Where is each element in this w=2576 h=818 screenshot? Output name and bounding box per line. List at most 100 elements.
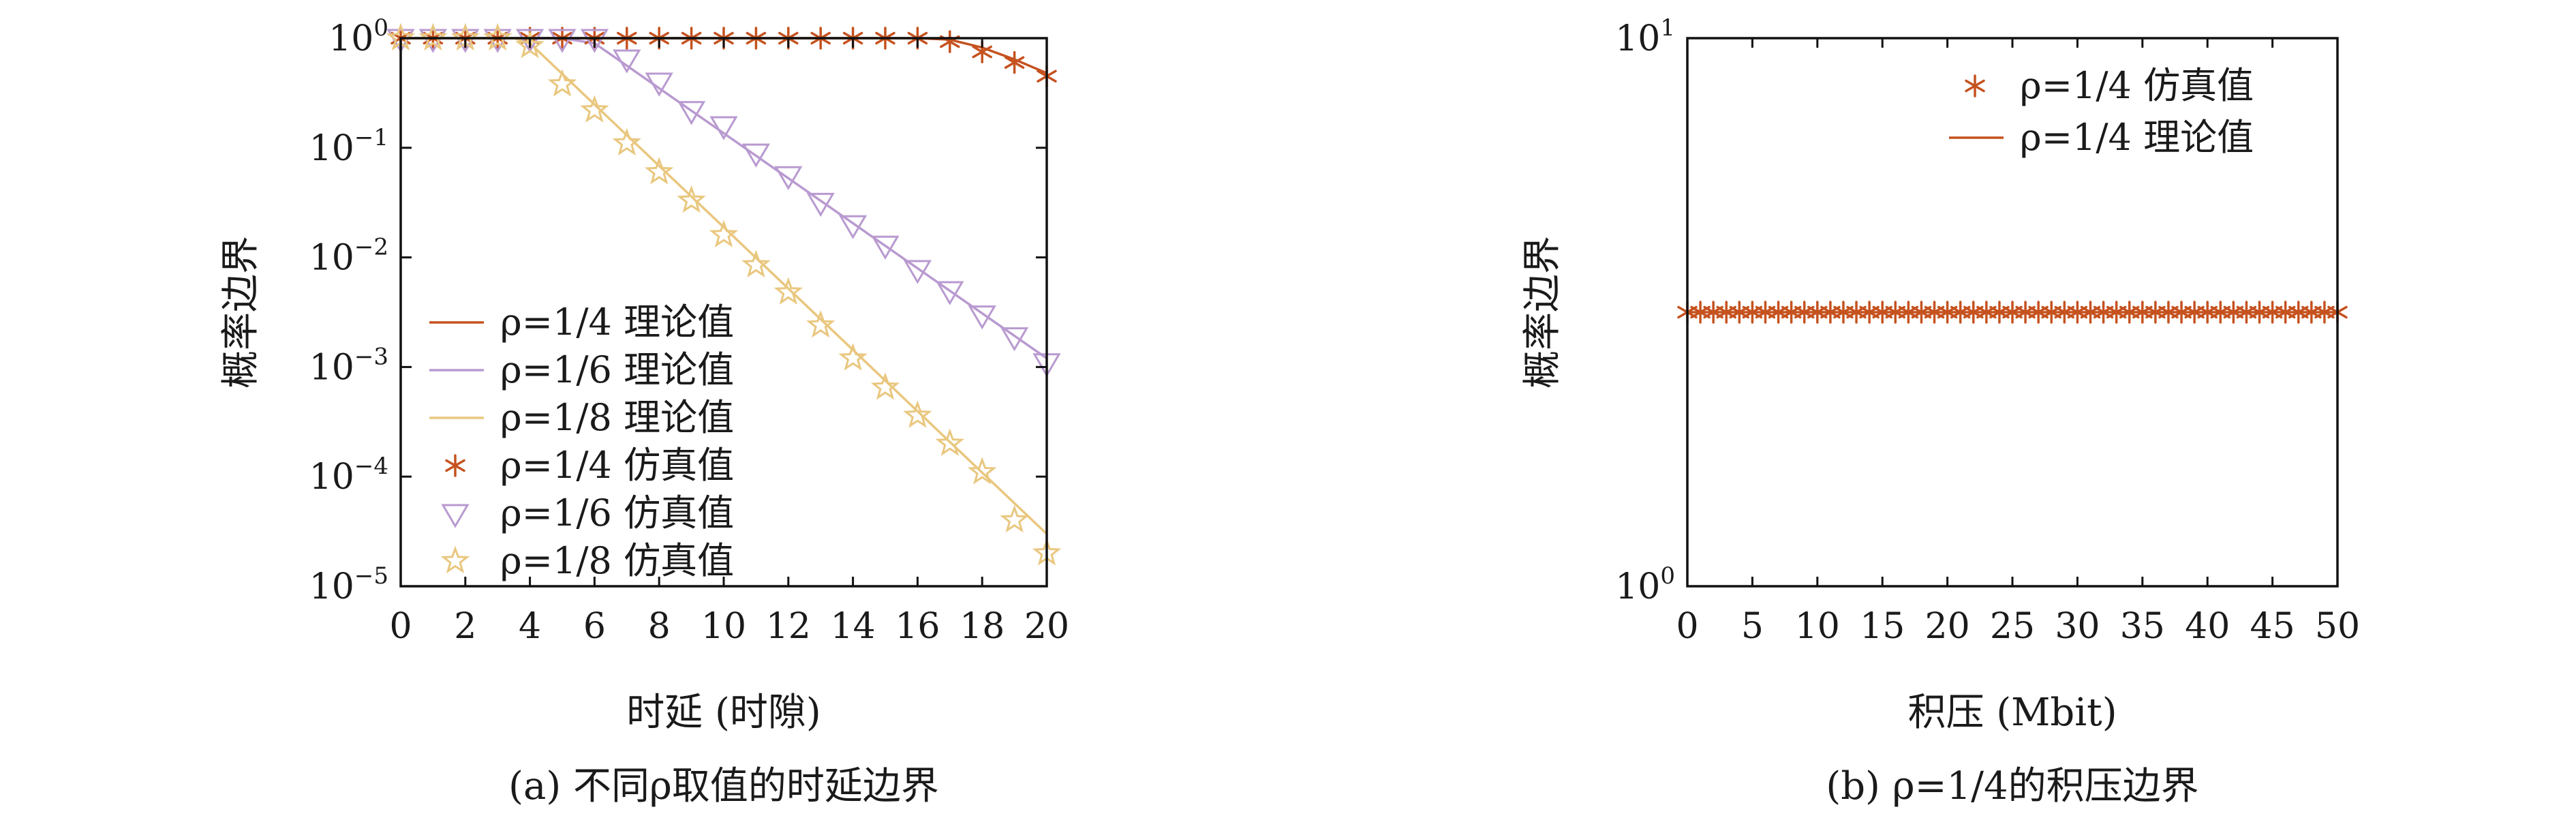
y-tick-label: 10−1 [309, 124, 388, 169]
simulation-point-triangle [1000, 327, 1029, 352]
legend-label: ρ=1/4 理论值 [500, 301, 734, 344]
simulation-point-star [967, 457, 997, 485]
chart-b-caption: (b) ρ=1/4的积压边界 [1826, 764, 2198, 808]
simulation-point-star [1000, 504, 1029, 533]
legend-item: ρ=1/4 仿真值 [445, 444, 734, 487]
legend-label: ρ=1/6 理论值 [500, 348, 734, 391]
y-tick-label: 10−2 [309, 234, 388, 279]
legend-label: ρ=1/6 仿真值 [500, 491, 734, 534]
chart-b-simulation-markers [1677, 301, 2348, 324]
simulation-point-star [903, 400, 932, 428]
legend-item: ρ=1/8 仿真值 [440, 539, 734, 582]
x-tick-label: 2 [454, 606, 476, 647]
x-tick-label: 10 [701, 606, 746, 647]
x-tick-label: 4 [519, 606, 541, 647]
simulation-point-triangle [548, 29, 577, 53]
x-tick-label: 20 [1024, 606, 1069, 647]
legend-label: ρ=1/4 仿真值 [2020, 64, 2254, 107]
y-tick-label: 100 [328, 14, 388, 59]
y-tick-label: 10−5 [309, 562, 388, 607]
y-tick-label: 10−4 [309, 453, 388, 498]
simulation-point-triangle [483, 29, 512, 53]
x-tick-label: 0 [1676, 606, 1698, 647]
simulation-point-triangle [451, 29, 480, 53]
x-tick-label: 40 [2185, 606, 2230, 647]
legend-item: ρ=1/6 理论值 [429, 348, 734, 391]
simulation-point-triangle [386, 29, 415, 53]
chart-b-x-ticks: 0 5 10 15 20 25 30 35 40 45 50 [1676, 38, 2360, 647]
legend-triangle-swatch [441, 504, 470, 528]
simulation-point-triangle [741, 143, 771, 168]
legend-label: ρ=1/4 理论值 [2020, 116, 2254, 159]
simulation-point-star [838, 343, 868, 371]
y-tick-label: 10−3 [309, 343, 388, 388]
legend-asterisk-swatch [445, 454, 465, 477]
chart-b-y-axis-label: 概率边界 [1520, 236, 1565, 389]
legend-item: ρ=1/4 仿真值 [1965, 64, 2254, 107]
simulation-point-triangle [515, 29, 545, 53]
chart-a-caption: (a) 不同ρ取值的时延边界 [508, 764, 939, 808]
simulation-point-star [644, 157, 674, 185]
simulation-point-triangle [580, 29, 609, 53]
x-tick-label: 45 [2250, 606, 2295, 647]
chart-a: 0 2 4 6 8 10 12 14 16 18 20 100 10−1 10−2 10−3 10−4 10−… [219, 14, 1069, 808]
simulation-point-star [741, 249, 771, 278]
simulation-point-triangle [677, 101, 706, 125]
legend-star-swatch [440, 545, 470, 574]
simulation-point-star [773, 277, 803, 305]
simulation-point-triangle [903, 260, 932, 284]
x-tick-label: 15 [1860, 606, 1905, 647]
legend-label: ρ=1/8 理论值 [500, 396, 734, 439]
y-tick-label: 101 [1615, 14, 1675, 59]
chart-a-y-ticks: 100 10−1 10−2 10−3 10−4 10−5 [309, 14, 1047, 607]
simulation-point-triangle [838, 215, 868, 239]
simulation-point-star [677, 185, 706, 213]
chart-a-y-axis-label: 概率边界 [219, 236, 263, 389]
x-tick-label: 12 [766, 606, 811, 647]
x-tick-label: 25 [1990, 606, 2035, 647]
simulation-point-triangle [709, 116, 738, 140]
legend-item: ρ=1/4 理论值 [429, 301, 734, 344]
x-tick-label: 0 [389, 606, 412, 647]
chart-b-x-axis-label: 积压 (Mbit) [1907, 691, 2117, 735]
y-tick-label: 100 [1615, 562, 1675, 607]
x-tick-label: 5 [1741, 606, 1764, 647]
chart-a-x-axis-label: 时延 (时隙) [626, 691, 821, 735]
simulation-point-asterisk [1004, 50, 1025, 74]
x-tick-label: 35 [2120, 606, 2165, 647]
simulation-point-star [709, 219, 739, 247]
x-tick-label: 14 [831, 606, 876, 647]
simulation-point-triangle [968, 305, 996, 330]
simulation-point-triangle [806, 192, 835, 217]
simulation-point-triangle [613, 49, 641, 74]
x-tick-label: 30 [2055, 606, 2100, 647]
x-tick-label: 16 [895, 606, 940, 647]
legend-item: ρ=1/6 仿真值 [441, 491, 734, 534]
simulation-point-triangle [645, 72, 673, 97]
chart-a-x-ticks: 0 2 4 6 8 10 12 14 16 18 20 [389, 38, 1069, 647]
x-tick-label: 50 [2315, 606, 2360, 647]
simulation-point-triangle [936, 281, 964, 305]
simulation-point-star [580, 95, 609, 123]
legend-item: ρ=1/8 理论值 [429, 396, 734, 439]
legend-item: ρ=1/4 理论值 [1949, 116, 2254, 159]
chart-b-legend: ρ=1/4 仿真值 ρ=1/4 理论值 [1949, 64, 2254, 159]
legend-asterisk-swatch [1965, 74, 1985, 97]
simulation-point-triangle [418, 29, 448, 53]
simulation-point-triangle [871, 235, 900, 260]
simulation-point-star [935, 428, 965, 456]
simulation-point-star [547, 69, 577, 97]
legend-label: ρ=1/4 仿真值 [500, 444, 734, 487]
simulation-point-star [612, 127, 642, 156]
simulation-point-star [418, 22, 448, 51]
chart-b-y-ticks: 101 100 [1615, 14, 2337, 607]
simulation-point-star [870, 372, 900, 400]
simulation-point-triangle [774, 166, 803, 191]
legend-label: ρ=1/8 仿真值 [500, 539, 734, 582]
simulation-point-star [482, 22, 512, 51]
x-tick-label: 6 [583, 606, 606, 647]
x-tick-label: 18 [960, 606, 1005, 647]
